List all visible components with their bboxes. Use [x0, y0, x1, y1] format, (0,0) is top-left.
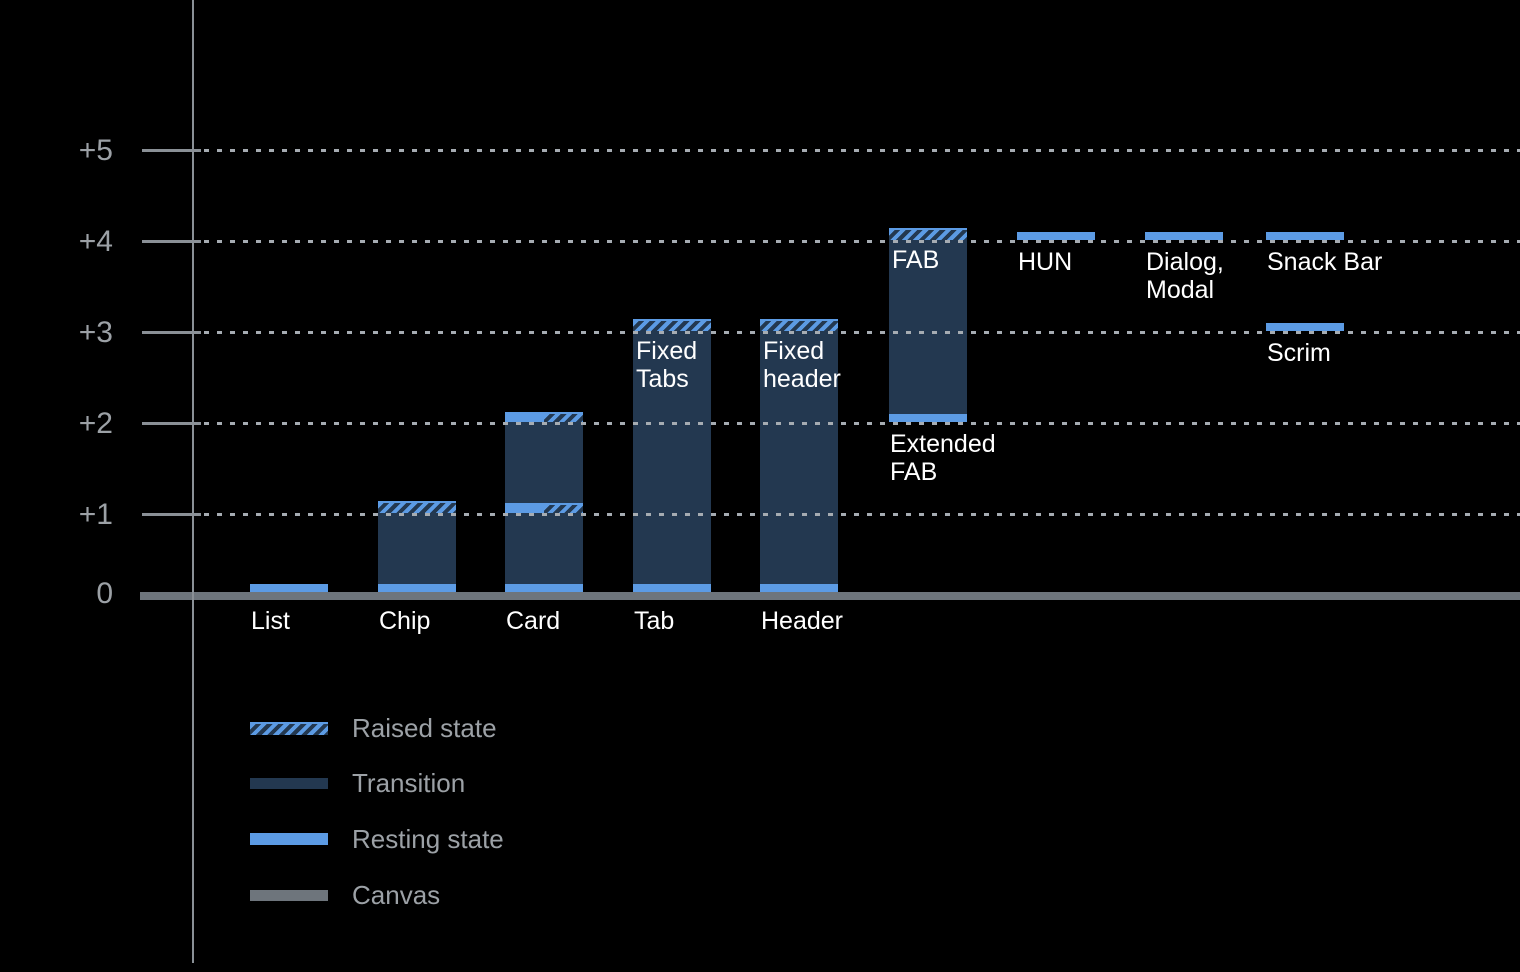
- bar-chip-segment-raised: [378, 501, 456, 513]
- gridline-4: [204, 240, 1520, 243]
- bar-extended-fab-top-label: FAB: [892, 246, 940, 274]
- bar-hun-segment-resting: [1017, 232, 1095, 240]
- bar-scrim-label: Scrim: [1267, 339, 1331, 367]
- y-axis-label-1: +1: [78, 498, 113, 531]
- bar-chip-segment-resting: [378, 584, 456, 592]
- bar-card-segment-transition: [505, 422, 583, 503]
- y-axis-label-2: +2: [78, 407, 113, 440]
- y-axis-line: [192, 0, 194, 963]
- legend-item-transition: Transition: [250, 769, 465, 797]
- bar-extended-fab-segment-transition: [889, 240, 967, 414]
- legend-label-resting-state: Resting state: [352, 824, 504, 854]
- bar-header-label: Header: [761, 607, 843, 635]
- bar-card-segment-split: [505, 503, 583, 513]
- legend-swatch-canvas: [250, 889, 328, 901]
- gridline-2: [204, 422, 1520, 425]
- y-axis-label-4: +4: [78, 225, 113, 258]
- gridline-1: [204, 513, 1520, 516]
- bar-list-label: List: [251, 607, 290, 635]
- bar-card-segment-split-raised-half: [544, 503, 583, 513]
- y-tick-2: [142, 422, 201, 425]
- y-axis-label-0: 0: [96, 577, 113, 610]
- bar-header-segment-transition: [760, 331, 838, 584]
- bar-snack-bar-label: Snack Bar: [1267, 248, 1383, 276]
- bar-card-segment-split: [505, 412, 583, 422]
- bar-extended-fab-segment-raised: [889, 228, 967, 240]
- legend-swatch-resting: [250, 833, 328, 845]
- legend-label-transition: Transition: [352, 768, 466, 798]
- bar-card-segment-split-raised-half: [544, 412, 583, 422]
- bar-tab-top-label: Fixed Tabs: [636, 337, 698, 393]
- bar-header-top-label: Fixed header: [763, 337, 841, 393]
- bar-dialog-modal-label: Dialog, Modal: [1146, 248, 1224, 304]
- gridline-5: [204, 149, 1520, 152]
- legend-item-canvas: Canvas: [250, 881, 440, 909]
- legend-swatch-transition: [250, 777, 328, 789]
- bar-tab-segment-raised: [633, 319, 711, 331]
- bar-snack-bar-segment-resting: [1266, 232, 1344, 240]
- bar-scrim-segment-resting: [1266, 323, 1344, 331]
- bar-header-segment-resting: [760, 584, 838, 592]
- legend-item-resting-state: Resting state: [250, 825, 504, 853]
- bar-hun-label: HUN: [1018, 248, 1073, 276]
- y-tick-5: [142, 149, 201, 152]
- bar-extended-fab-segment-resting: [889, 414, 967, 422]
- bar-tab-label: Tab: [634, 607, 675, 635]
- y-tick-3: [142, 331, 201, 334]
- bar-list-segment-resting: [250, 584, 328, 592]
- bar-tab-segment-transition: [633, 331, 711, 584]
- bar-chip-segment-transition: [378, 513, 456, 584]
- bar-dialog-modal-segment-resting: [1145, 232, 1223, 240]
- bar-chip-label: Chip: [379, 607, 431, 635]
- bar-tab-segment-resting: [633, 584, 711, 592]
- y-axis-label-3: +3: [78, 316, 113, 349]
- bar-extended-fab-label: Extended FAB: [890, 430, 996, 486]
- bar-card-label: Card: [506, 607, 561, 635]
- bar-card-segment-transition: [505, 513, 583, 584]
- legend-swatch-raised: [250, 721, 328, 735]
- legend-label-raised-state: Raised state: [352, 713, 497, 743]
- bar-card-segment-split-resting-half: [505, 412, 544, 422]
- bar-header-segment-raised: [760, 319, 838, 331]
- bar-card-segment-resting: [505, 584, 583, 592]
- legend-label-canvas: Canvas: [352, 880, 441, 910]
- bar-card-segment-split-resting-half: [505, 503, 544, 513]
- legend-item-raised-state: Raised state: [250, 714, 497, 742]
- y-tick-4: [142, 240, 201, 243]
- canvas-baseline-bar: [140, 592, 1520, 600]
- y-axis-label-5: +5: [78, 134, 113, 167]
- y-tick-1: [142, 513, 201, 516]
- gridline-3: [204, 331, 1520, 334]
